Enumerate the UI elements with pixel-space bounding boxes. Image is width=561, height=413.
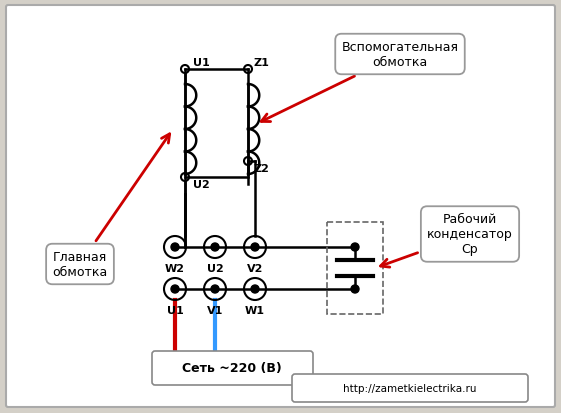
Text: Сеть ~220 (В): Сеть ~220 (В) [182,362,282,375]
FancyBboxPatch shape [6,6,555,407]
Circle shape [251,285,259,293]
Circle shape [351,243,359,252]
Text: Главная
обмотка: Главная обмотка [52,135,169,278]
Text: W1: W1 [245,305,265,315]
Text: V2: V2 [247,263,263,273]
Text: Z1: Z1 [254,58,270,68]
Text: U1: U1 [193,58,210,68]
Circle shape [251,243,259,252]
Circle shape [171,243,179,252]
FancyBboxPatch shape [292,374,528,402]
Text: http://zametkielectrika.ru: http://zametkielectrika.ru [343,383,477,393]
Circle shape [171,285,179,293]
Circle shape [211,243,219,252]
Text: U2: U2 [193,180,210,190]
Text: V1: V1 [207,305,223,315]
Text: Z2: Z2 [254,164,270,173]
FancyBboxPatch shape [152,351,313,385]
Text: Рабочий
конденсатор
Ср: Рабочий конденсатор Ср [380,213,513,268]
Text: Вспомогательная
обмотка: Вспомогательная обмотка [261,41,458,122]
Circle shape [211,285,219,293]
Text: U2: U2 [206,263,223,273]
Circle shape [351,285,359,293]
Text: U1: U1 [167,305,183,315]
Text: W2: W2 [165,263,185,273]
